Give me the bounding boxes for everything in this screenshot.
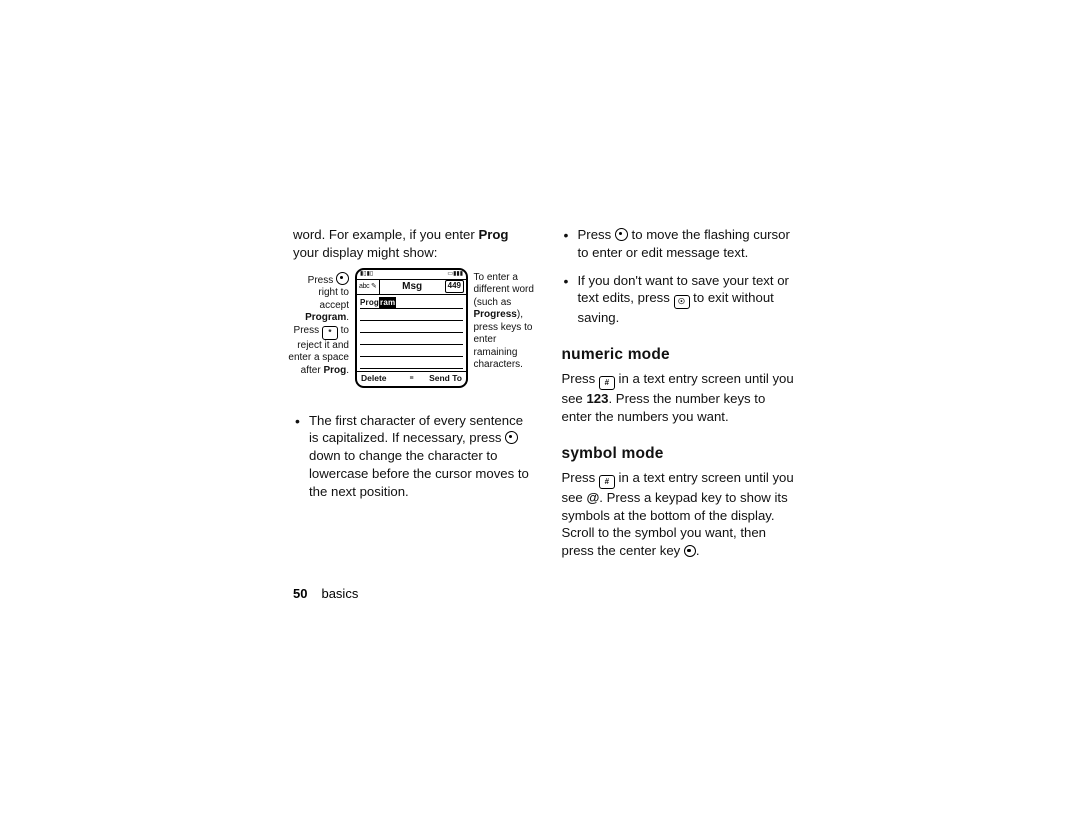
typed-text: Prog (360, 298, 379, 307)
text-line-6 (360, 357, 463, 369)
text-line-5 (360, 345, 463, 357)
signal-icon: ▮▯▮▯ (360, 270, 373, 278)
text-mode: abc ✎ (357, 280, 380, 294)
numeric-paragraph: Press # in a text entry screen until you… (562, 370, 799, 426)
nav-key-icon (615, 228, 628, 241)
intro-post: your display might show: (293, 245, 437, 260)
end-key-icon: ☉ (674, 295, 690, 309)
section-name: basics (321, 586, 358, 601)
right-bullet-2: If you don't want to save your text or t… (562, 272, 799, 328)
page-number: 50 (293, 586, 307, 601)
softkey-right: Send To (422, 373, 467, 384)
lc-2: right to accept (318, 287, 349, 311)
symbol-paragraph: Press # in a text entry screen until you… (562, 469, 799, 560)
suggested-text: ram (379, 297, 396, 308)
content-columns: word. For example, if you enter Prog you… (293, 226, 798, 566)
lc-5: . (346, 365, 349, 376)
lc-2b: Program (305, 312, 346, 323)
right-column: Press to move the flashing cursor to ent… (562, 226, 799, 566)
intro-pre: word. For example, if you enter (293, 227, 478, 242)
phone-illustration: Press right to accept Program. Press * t… (293, 268, 530, 398)
hash-key-icon: # (599, 475, 615, 489)
num-pre: Press (562, 371, 599, 386)
nav-key-icon (505, 431, 518, 444)
phone-titlebar: abc ✎ Msg 449 (357, 280, 466, 295)
battery-icon: ▭▮▮▮ (447, 270, 463, 278)
rb1-pre: Press (578, 227, 615, 242)
lb1-pre: The first character of every sentence is… (309, 413, 523, 446)
manual-page: word. For example, if you enter Prog you… (0, 0, 1080, 834)
left-bullet-1: The first character of every sentence is… (293, 412, 530, 501)
text-line-1: Program (360, 297, 463, 309)
nav-key-icon (336, 272, 349, 285)
softkey-menu-icon: ≡ (402, 375, 422, 382)
text-line-3 (360, 321, 463, 333)
right-caption: To enter a different word (such as Progr… (474, 272, 536, 372)
center-key-icon (684, 545, 696, 557)
hash-key-icon: # (599, 376, 615, 390)
rc-1b: Progress (474, 309, 517, 320)
star-key-icon: * (322, 326, 338, 340)
left-column: word. For example, if you enter Prog you… (293, 226, 530, 566)
page-footer: 50 basics (293, 586, 358, 601)
intro-bold: Prog (478, 227, 508, 242)
right-bullet-list: Press to move the flashing cursor to ent… (562, 226, 799, 327)
left-bullet-list: The first character of every sentence is… (293, 412, 530, 501)
rc-1: To enter a different word (such as (474, 272, 534, 308)
screen-title: Msg (380, 280, 445, 294)
lc-1: Press (308, 275, 336, 286)
phone-textarea: Program (357, 295, 466, 371)
left-caption: Press right to accept Program. Press * t… (287, 272, 349, 378)
right-bullet-1: Press to move the flashing cursor to ent… (562, 226, 799, 262)
phone-screen: ▮▯▮▯ ▭▮▮▮ abc ✎ Msg 449 Program (355, 268, 468, 388)
sym-post2: . (696, 543, 700, 558)
softkey-left: Delete (357, 373, 402, 384)
sym-bold: @ (586, 490, 599, 505)
phone-statusbar: ▮▯▮▯ ▭▮▮▮ (357, 270, 466, 280)
text-line-4 (360, 333, 463, 345)
text-line-2 (360, 309, 463, 321)
char-count: 449 (445, 280, 464, 293)
phone-softkeys: Delete ≡ Send To (357, 371, 466, 386)
sym-pre: Press (562, 470, 599, 485)
lb1-post: down to change the character to lowercas… (309, 448, 529, 499)
intro-sentence: word. For example, if you enter Prog you… (293, 226, 530, 262)
symbol-heading: symbol mode (562, 444, 799, 465)
num-bold: 123 (586, 391, 608, 406)
lc-4b: Prog (323, 365, 346, 376)
numeric-heading: numeric mode (562, 345, 799, 366)
